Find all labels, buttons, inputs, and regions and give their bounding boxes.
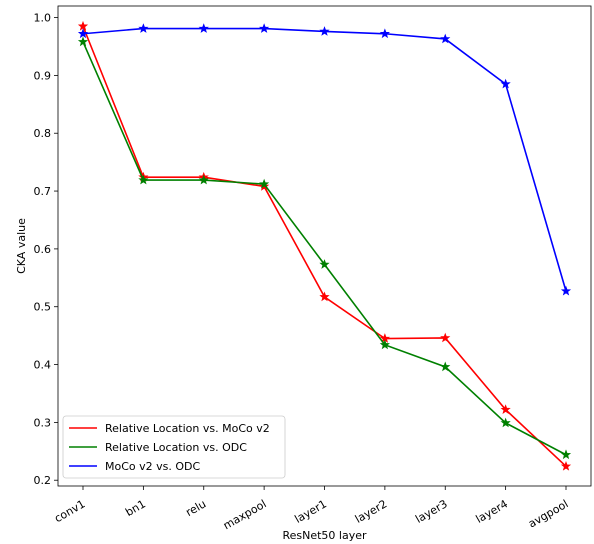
data-point xyxy=(379,28,390,39)
data-point xyxy=(77,36,89,47)
series-line xyxy=(82,41,567,456)
data-point xyxy=(138,174,149,185)
y-tick-label: 0.5 xyxy=(34,301,52,314)
y-tick-label: 0.9 xyxy=(34,69,52,82)
data-point xyxy=(440,33,451,44)
data-point xyxy=(259,23,270,33)
x-tick-label: relu xyxy=(183,497,208,519)
series-2 xyxy=(77,36,572,460)
data-point xyxy=(77,20,89,31)
x-tick-label: layer2 xyxy=(353,497,389,526)
data-point xyxy=(560,285,572,296)
data-point xyxy=(319,259,330,269)
x-tick-label: conv1 xyxy=(52,497,87,525)
legend: Relative Location vs. MoCo v2 Relative Lo… xyxy=(62,415,286,479)
x-axis-label: ResNet50 layer xyxy=(282,529,367,542)
y-axis-label: CKA value xyxy=(15,218,28,274)
series-layer xyxy=(77,20,572,471)
x-axis-ticks: conv1 bn1 relu maxpool layer1 layer2 layer3 lay… xyxy=(52,486,571,532)
y-tick-label: 1.0 xyxy=(34,12,52,25)
x-tick-label: bn1 xyxy=(123,497,148,519)
data-point xyxy=(138,23,149,33)
legend-label: Relative Location vs. ODC xyxy=(105,441,247,454)
series-1 xyxy=(77,20,572,471)
y-tick-label: 0.3 xyxy=(34,416,52,429)
y-axis-ticks: 0.2 0.3 0.4 0.5 0.6 0.7 0.8 0.9 1.0 xyxy=(34,12,58,487)
data-point xyxy=(259,178,270,189)
x-tick-label: avgpool xyxy=(526,497,570,530)
legend-label: Relative Location vs. MoCo v2 xyxy=(105,422,270,435)
series-3 xyxy=(77,23,572,296)
y-tick-label: 0.4 xyxy=(34,359,52,372)
data-point xyxy=(560,460,572,471)
legend-label: MoCo v2 vs. ODC xyxy=(105,460,200,473)
x-tick-label: layer1 xyxy=(293,497,329,526)
data-point xyxy=(198,174,209,185)
series-line xyxy=(82,27,567,292)
y-tick-label: 0.2 xyxy=(34,474,52,487)
x-tick-label: maxpool xyxy=(221,497,269,532)
y-tick-label: 0.6 xyxy=(34,243,52,256)
data-point xyxy=(500,417,511,428)
data-point xyxy=(500,78,511,89)
data-point xyxy=(500,404,511,414)
series-line xyxy=(82,25,567,467)
y-tick-label: 0.7 xyxy=(34,185,52,198)
data-point xyxy=(319,26,330,36)
data-point xyxy=(440,361,451,372)
x-tick-label: layer3 xyxy=(413,497,449,526)
data-point xyxy=(440,332,451,343)
data-point xyxy=(560,449,572,460)
legend-box xyxy=(62,415,286,479)
data-point xyxy=(379,339,390,350)
x-tick-label: layer4 xyxy=(474,497,510,526)
y-tick-label: 0.8 xyxy=(34,127,52,140)
data-point xyxy=(77,28,89,39)
data-point xyxy=(319,291,330,302)
data-point xyxy=(198,23,209,33)
